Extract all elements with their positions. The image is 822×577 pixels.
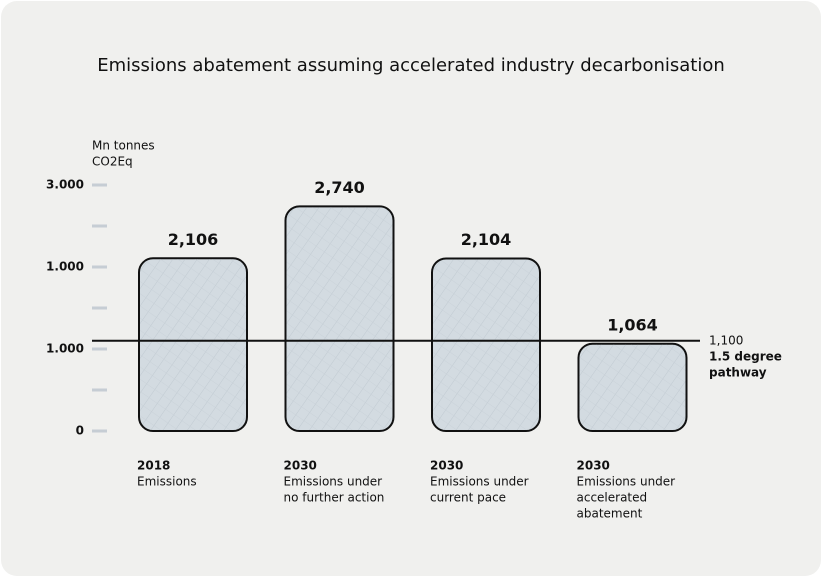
chart-title: Emissions abatement assuming accelerated…	[97, 55, 725, 76]
category-description: Emissions under	[577, 475, 676, 489]
bar-hatch	[286, 207, 393, 430]
category-description: Emissions under	[430, 475, 529, 489]
y-axis-label: CO2Eq	[92, 155, 133, 169]
value-label: 2,106	[168, 230, 219, 249]
y-tick-label: 3.000	[46, 178, 84, 192]
bar-hatch	[433, 259, 539, 430]
category-description: no further action	[284, 491, 385, 505]
y-tick-label: 1.000	[46, 342, 84, 356]
reference-label: pathway	[709, 365, 767, 379]
category-description: abatement	[577, 507, 643, 521]
reference-label: 1.5 degree	[709, 349, 782, 363]
category-description: Emissions under	[284, 475, 383, 489]
category-description: Emissions	[137, 475, 197, 489]
value-label: 2,740	[314, 178, 365, 197]
x-tick-label: 2030	[430, 459, 463, 473]
x-tick-label: 2030	[577, 459, 610, 473]
x-tick-label: 2018	[137, 459, 170, 473]
bar-hatch	[579, 344, 686, 430]
y-axis-label: Mn tonnes	[92, 139, 155, 153]
y-tick-label: 1.000	[46, 260, 84, 274]
category-description: accelerated	[577, 491, 648, 505]
value-label: 1,064	[607, 315, 658, 334]
x-tick-label: 2030	[284, 459, 317, 473]
value-label: 2,104	[461, 230, 512, 249]
bar-hatch	[140, 259, 246, 430]
reference-value-label: 1,100	[709, 333, 743, 347]
category-description: current pace	[430, 491, 506, 505]
y-tick-label: 0	[76, 424, 84, 438]
